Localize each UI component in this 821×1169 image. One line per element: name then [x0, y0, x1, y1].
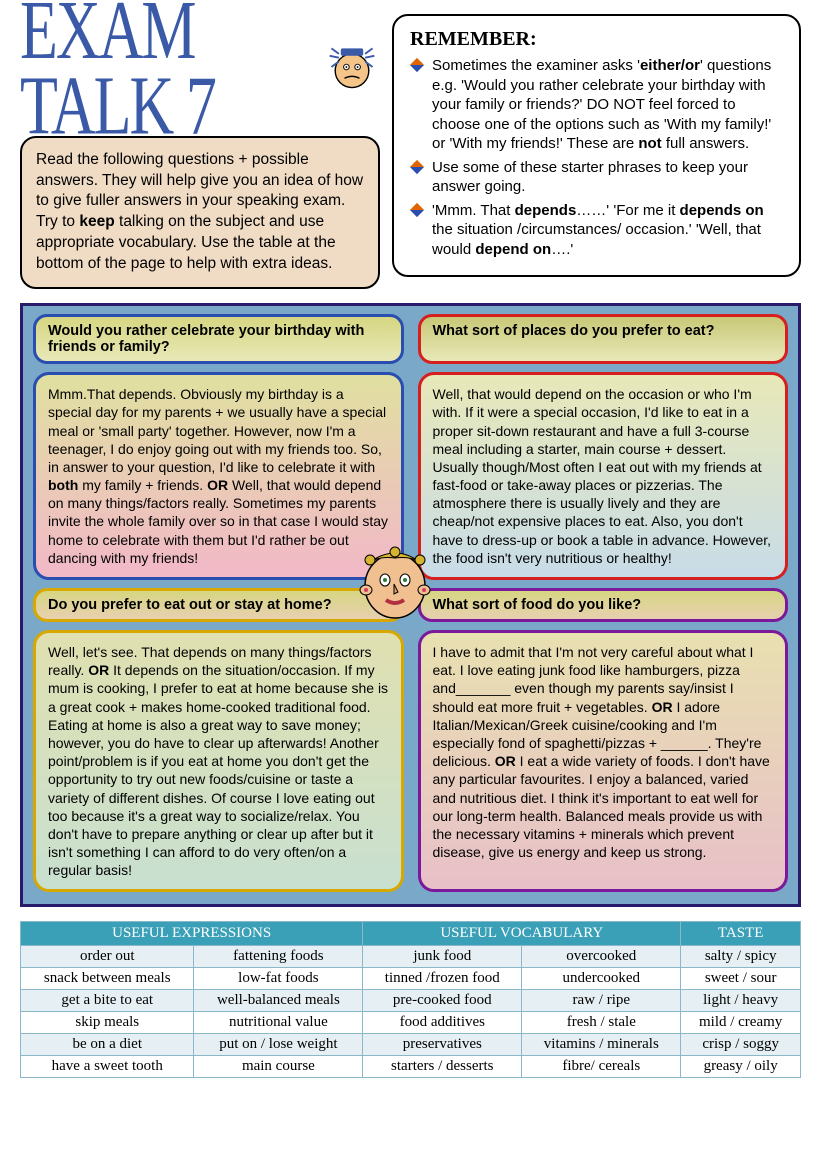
- table-cell: light / heavy: [681, 990, 801, 1012]
- remember-box: REMEMBER: Sometimes the examiner asks 'e…: [392, 14, 801, 277]
- table-cell: be on a diet: [21, 1034, 194, 1056]
- vocab-tbody: order outfattening foodsjunk foodovercoo…: [21, 946, 801, 1078]
- table-cell: food additives: [363, 1012, 522, 1034]
- table-cell: sweet / sour: [681, 968, 801, 990]
- question-3: Do you prefer to eat out or stay at home…: [33, 588, 404, 622]
- table-cell: preservatives: [363, 1034, 522, 1056]
- answer-4: I have to admit that I'm not very carefu…: [418, 630, 789, 892]
- table-row: be on a dietput on / lose weightpreserva…: [21, 1034, 801, 1056]
- table-cell: crisp / soggy: [681, 1034, 801, 1056]
- top-row: EXAM TALK 7 Read the following questions…: [20, 14, 801, 289]
- table-cell: well-balanced meals: [194, 990, 363, 1012]
- table-row: get a bite to eatwell-balanced mealspre-…: [21, 990, 801, 1012]
- worried-face-icon: [324, 39, 380, 100]
- table-cell: fresh / stale: [522, 1012, 681, 1034]
- table-cell: snack between meals: [21, 968, 194, 990]
- table-cell: main course: [194, 1056, 363, 1078]
- intro-box: Read the following questions + possible …: [20, 136, 380, 290]
- th-vocabulary: USEFUL VOCABULARY: [363, 922, 681, 946]
- intro-bold1: keep: [79, 213, 114, 230]
- table-cell: vitamins / minerals: [522, 1034, 681, 1056]
- table-cell: nutritional value: [194, 1012, 363, 1034]
- table-cell: salty / spicy: [681, 946, 801, 968]
- table-cell: starters / desserts: [363, 1056, 522, 1078]
- table-cell: tinned /frozen food: [363, 968, 522, 990]
- page-title: EXAM TALK 7: [20, 0, 318, 145]
- table-cell: fattening foods: [194, 946, 363, 968]
- remember-heading: REMEMBER:: [410, 26, 783, 52]
- cartoon-face-icon: [350, 536, 440, 626]
- answer-1: Mmm.That depends. Obviously my birthday …: [33, 372, 404, 580]
- table-cell: pre-cooked food: [363, 990, 522, 1012]
- table-row: have a sweet toothmain coursestarters / …: [21, 1056, 801, 1078]
- table-row: snack between mealslow-fat foodstinned /…: [21, 968, 801, 990]
- table-cell: put on / lose weight: [194, 1034, 363, 1056]
- table-cell: undercooked: [522, 968, 681, 990]
- table-cell: overcooked: [522, 946, 681, 968]
- conversation-panel: Would you rather celebrate your birthday…: [20, 303, 801, 907]
- remember-item-1: Sometimes the examiner asks 'either/or' …: [432, 56, 783, 154]
- table-cell: fibre/ cereals: [522, 1056, 681, 1078]
- question-2: What sort of places do you prefer to eat…: [418, 314, 789, 364]
- table-row: order outfattening foodsjunk foodovercoo…: [21, 946, 801, 968]
- question-4: What sort of food do you like?: [418, 588, 789, 622]
- table-cell: junk food: [363, 946, 522, 968]
- answer-3: Well, let's see. That depends on many th…: [33, 630, 404, 892]
- table-cell: greasy / oily: [681, 1056, 801, 1078]
- table-cell: have a sweet tooth: [21, 1056, 194, 1078]
- remember-item-2: Use some of these starter phrases to kee…: [432, 158, 783, 197]
- table-cell: order out: [21, 946, 194, 968]
- table-cell: get a bite to eat: [21, 990, 194, 1012]
- table-cell: low-fat foods: [194, 968, 363, 990]
- answer-2: Well, that would depend on the occasion …: [418, 372, 789, 580]
- table-cell: mild / creamy: [681, 1012, 801, 1034]
- table-row: skip mealsnutritional valuefood additive…: [21, 1012, 801, 1034]
- vocabulary-table: USEFUL EXPRESSIONS USEFUL VOCABULARY TAS…: [20, 921, 801, 1078]
- th-taste: TASTE: [681, 922, 801, 946]
- table-cell: skip meals: [21, 1012, 194, 1034]
- remember-item-3: 'Mmm. That depends……' 'For me it depends…: [432, 201, 783, 260]
- title-block: EXAM TALK 7 Read the following questions…: [20, 14, 380, 289]
- question-1: Would you rather celebrate your birthday…: [33, 314, 404, 364]
- table-cell: raw / ripe: [522, 990, 681, 1012]
- th-expressions: USEFUL EXPRESSIONS: [21, 922, 363, 946]
